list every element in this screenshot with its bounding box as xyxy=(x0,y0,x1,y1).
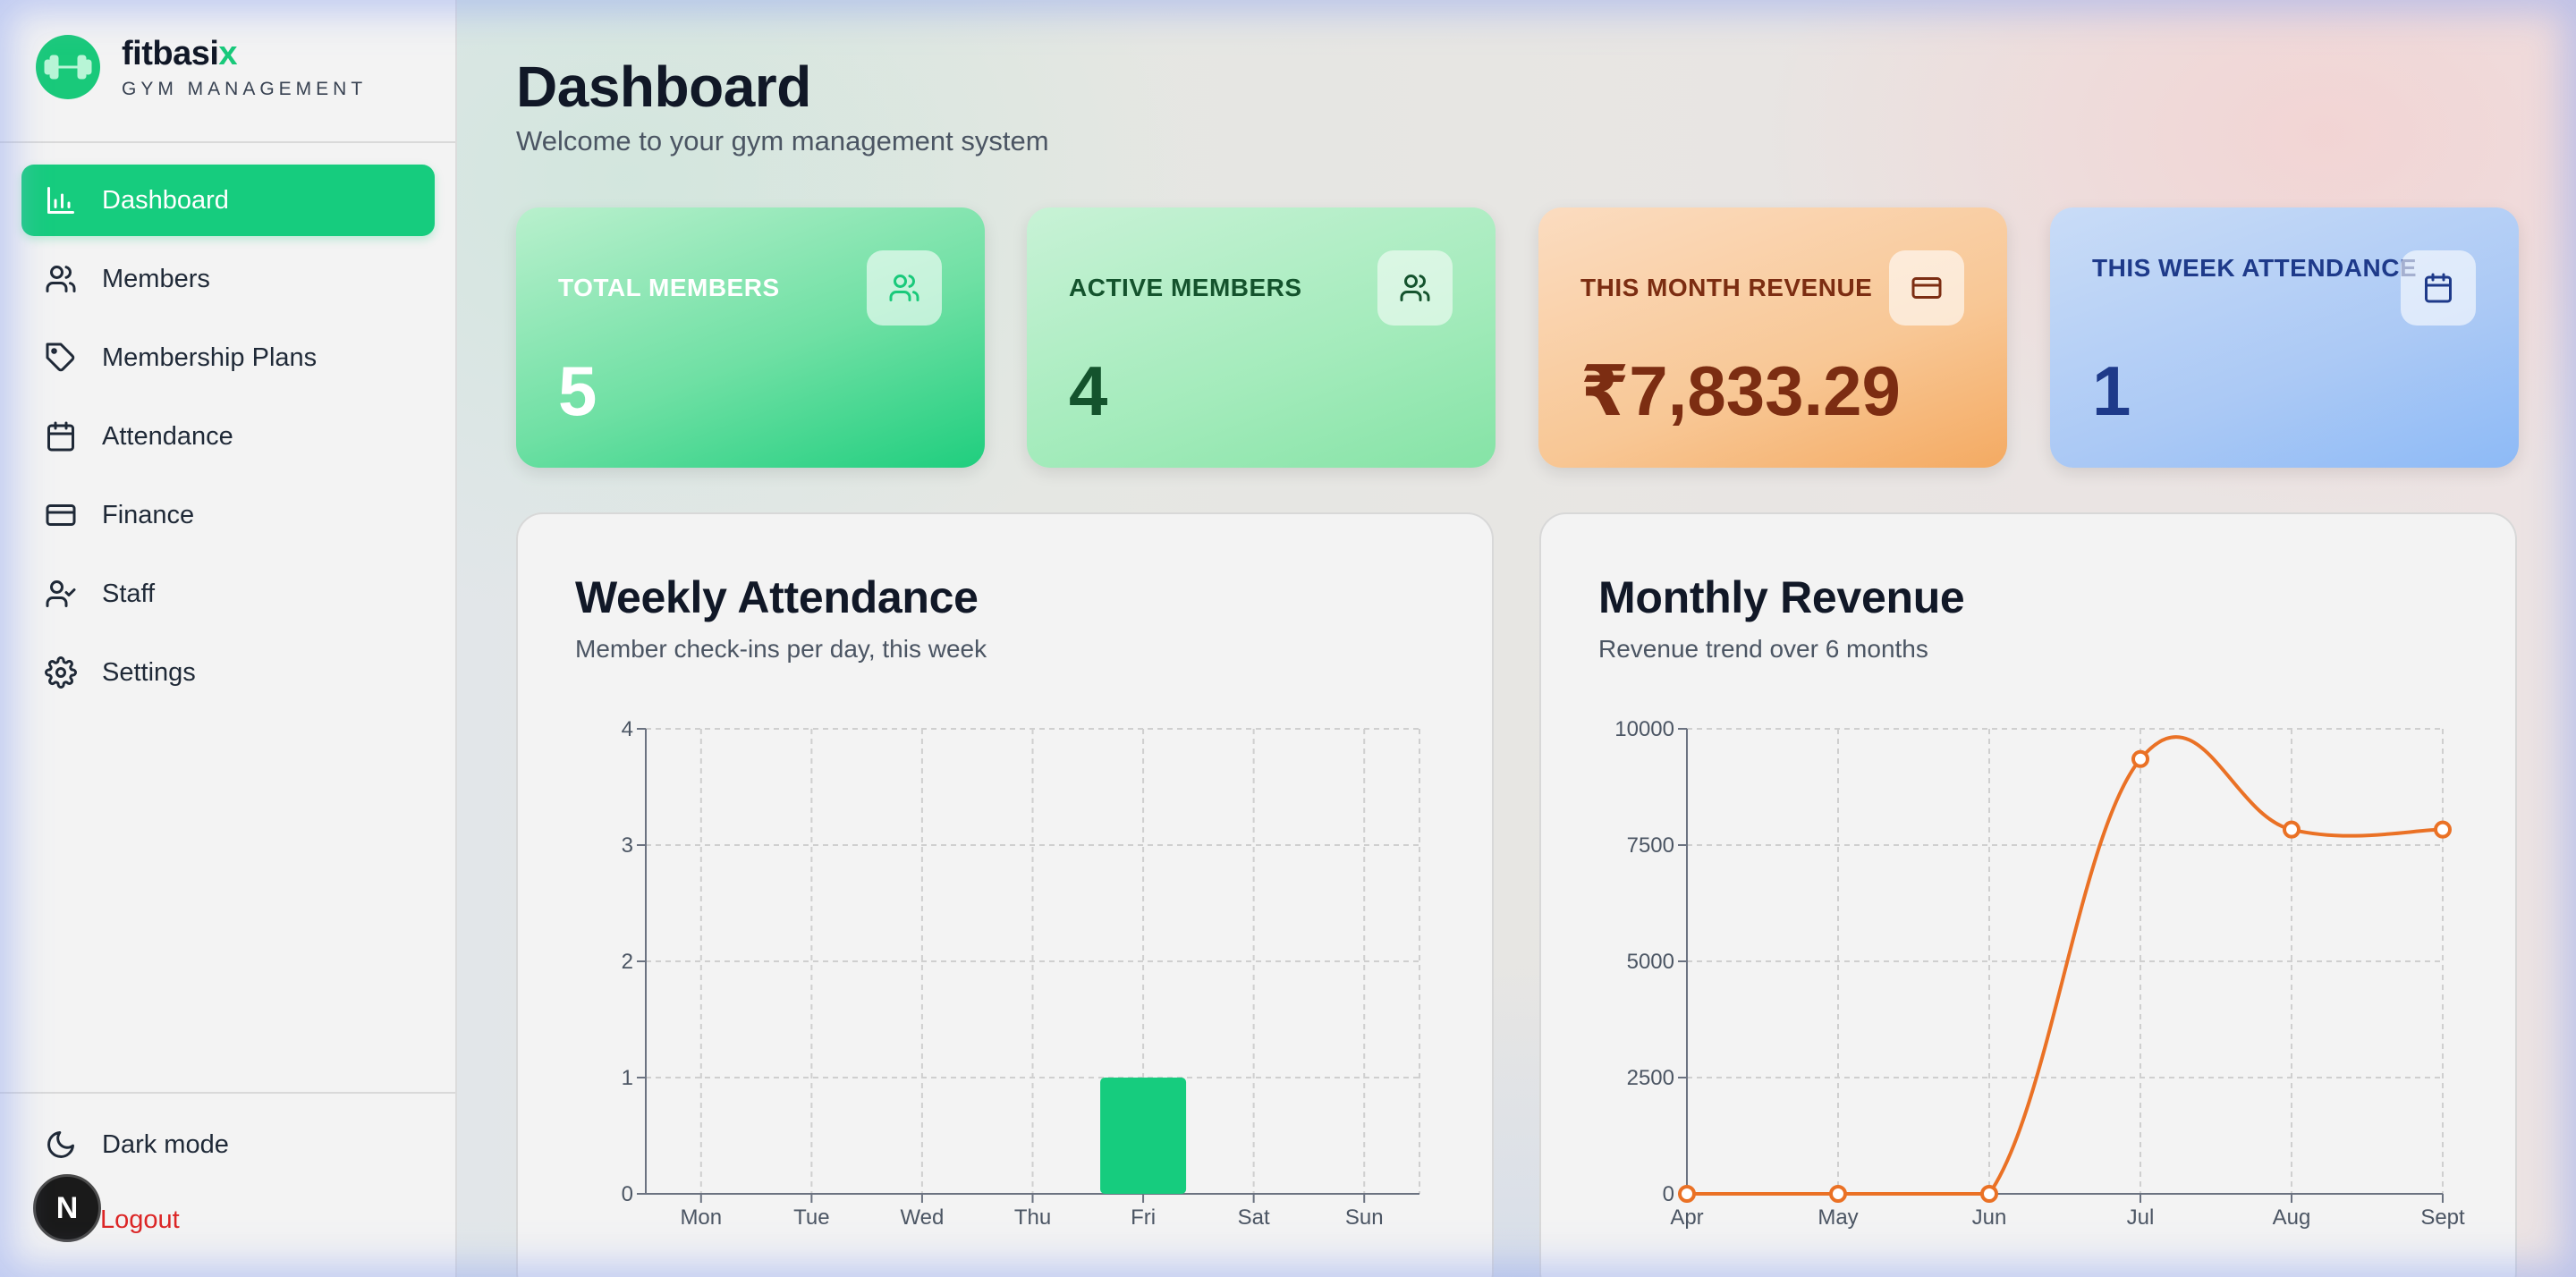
y-tick-label: 3 xyxy=(622,833,633,858)
stat-label: THIS MONTH REVENUE xyxy=(1580,274,1873,301)
avatar[interactable]: N xyxy=(33,1174,101,1242)
stat-card-week-attendance: THIS WEEK ATTENDANCE 1 xyxy=(2050,207,2519,468)
dark-mode-toggle[interactable]: Dark mode xyxy=(45,1129,229,1161)
x-tick-label: Tue xyxy=(793,1205,829,1230)
stat-value: 4 xyxy=(1069,351,1108,430)
sidebar-nav: Dashboard Members Membership Plans Atten… xyxy=(21,165,435,715)
dark-mode-label: Dark mode xyxy=(102,1129,229,1159)
x-tick-label: Apr xyxy=(1670,1205,1703,1230)
user-check-icon xyxy=(46,580,76,607)
data-point-apr xyxy=(1678,1185,1696,1203)
x-tick-label: Fri xyxy=(1131,1205,1156,1230)
sidebar-item-label: Dashboard xyxy=(102,185,229,215)
sidebar-item-attendance[interactable]: Attendance xyxy=(21,401,435,472)
logout-button[interactable]: Logout xyxy=(100,1205,180,1234)
stat-value: ₹7,833.29 xyxy=(1580,351,1901,430)
sidebar-item-label: Staff xyxy=(102,579,156,608)
stat-label: TOTAL MEMBERS xyxy=(558,274,780,301)
x-tick-label: Sept xyxy=(2420,1205,2465,1230)
y-tick-label: 10000 xyxy=(1614,717,1674,741)
y-tick-label: 2500 xyxy=(1627,1066,1674,1090)
credit-card-icon xyxy=(1889,250,1964,326)
calendar-icon xyxy=(2401,250,2476,326)
chart-subtitle: Member check-ins per day, this week xyxy=(575,635,987,663)
sidebar-item-settings[interactable]: Settings xyxy=(21,637,435,708)
bar-chart-icon xyxy=(47,187,74,214)
weekly-attendance-panel: Weekly Attendance Member check-ins per d… xyxy=(516,512,1494,1277)
page-title: Dashboard xyxy=(516,55,811,119)
x-tick-label: Mon xyxy=(680,1205,722,1230)
users-icon xyxy=(46,266,76,292)
credit-card-icon xyxy=(46,504,76,526)
dumbbell-logo-icon xyxy=(36,35,100,99)
data-point-jun xyxy=(1980,1185,1998,1203)
x-tick-label: Sat xyxy=(1238,1205,1270,1230)
stat-value: 1 xyxy=(2092,351,2131,430)
users-icon xyxy=(1377,250,1453,326)
stat-card-total-members: TOTAL MEMBERS 5 xyxy=(516,207,985,468)
moon-icon xyxy=(47,1131,74,1158)
y-tick-label: 0 xyxy=(1663,1182,1674,1206)
weekly-attendance-chart: 0 1 2 3 4 Mon Tue Wed Thu Fri Sat Sun xyxy=(622,717,1420,1230)
page-subtitle: Welcome to your gym management system xyxy=(516,125,1049,156)
sidebar-divider xyxy=(0,141,455,143)
sidebar-item-members[interactable]: Members xyxy=(21,243,435,315)
y-tick-label: 1 xyxy=(622,1066,633,1090)
x-tick-label: Aug xyxy=(2273,1205,2311,1230)
gear-icon xyxy=(45,656,77,689)
stat-value: 5 xyxy=(558,351,597,430)
x-tick-label: Sun xyxy=(1345,1205,1384,1230)
sidebar-item-staff[interactable]: Staff xyxy=(21,558,435,630)
sidebar-divider xyxy=(0,1092,455,1094)
stat-label: ACTIVE MEMBERS xyxy=(1069,274,1302,301)
chart-title: Monthly Revenue xyxy=(1598,572,1965,622)
data-point-sept xyxy=(2434,820,2452,839)
sidebar-item-label: Finance xyxy=(102,500,195,529)
chart-subtitle: Revenue trend over 6 months xyxy=(1598,635,1928,663)
y-tick-label: 5000 xyxy=(1627,950,1674,974)
sidebar-item-dashboard[interactable]: Dashboard xyxy=(21,165,435,236)
sidebar: fitbasix GYM MANAGEMENT Dashboard Member… xyxy=(0,0,457,1277)
sidebar-item-label: Settings xyxy=(102,657,196,687)
bar-fri xyxy=(1100,1078,1187,1194)
y-tick-label: 0 xyxy=(622,1182,633,1206)
stat-card-month-revenue: THIS MONTH REVENUE ₹7,833.29 xyxy=(1538,207,2007,468)
data-point-aug xyxy=(2283,820,2301,839)
brand-subtitle: GYM MANAGEMENT xyxy=(122,79,368,99)
data-point-jul xyxy=(2131,749,2149,768)
chart-title: Weekly Attendance xyxy=(575,572,979,622)
y-tick-label: 4 xyxy=(622,717,633,741)
x-tick-label: Wed xyxy=(900,1205,944,1230)
brand[interactable]: fitbasix GYM MANAGEMENT xyxy=(36,34,367,100)
x-tick-label: Thu xyxy=(1014,1205,1051,1230)
sidebar-item-label: Attendance xyxy=(102,421,233,451)
monthly-revenue-chart: 0 2500 5000 7500 10000 Apr May Jun Jul Aug Sept xyxy=(1614,717,2465,1230)
calendar-icon xyxy=(47,421,74,452)
x-tick-label: May xyxy=(1818,1205,1858,1230)
tag-icon xyxy=(46,343,75,372)
sidebar-item-membership-plans[interactable]: Membership Plans xyxy=(21,322,435,393)
monthly-revenue-panel: Monthly Revenue Revenue trend over 6 mon… xyxy=(1539,512,2517,1277)
revenue-line xyxy=(1686,735,2444,1196)
data-point-may xyxy=(1829,1185,1847,1203)
y-tick-label: 2 xyxy=(622,950,633,974)
brand-name: fitbasix xyxy=(122,35,238,72)
y-tick-label: 7500 xyxy=(1627,833,1674,858)
x-tick-label: Jun xyxy=(1972,1205,2007,1230)
stat-card-active-members: ACTIVE MEMBERS 4 xyxy=(1027,207,1496,468)
sidebar-item-finance[interactable]: Finance xyxy=(21,479,435,551)
sidebar-item-label: Membership Plans xyxy=(102,343,318,372)
stat-label: THIS WEEK ATTENDANCE xyxy=(2092,254,2418,282)
users-icon xyxy=(867,250,942,326)
x-tick-label: Jul xyxy=(2127,1205,2155,1230)
sidebar-item-label: Members xyxy=(102,264,210,293)
